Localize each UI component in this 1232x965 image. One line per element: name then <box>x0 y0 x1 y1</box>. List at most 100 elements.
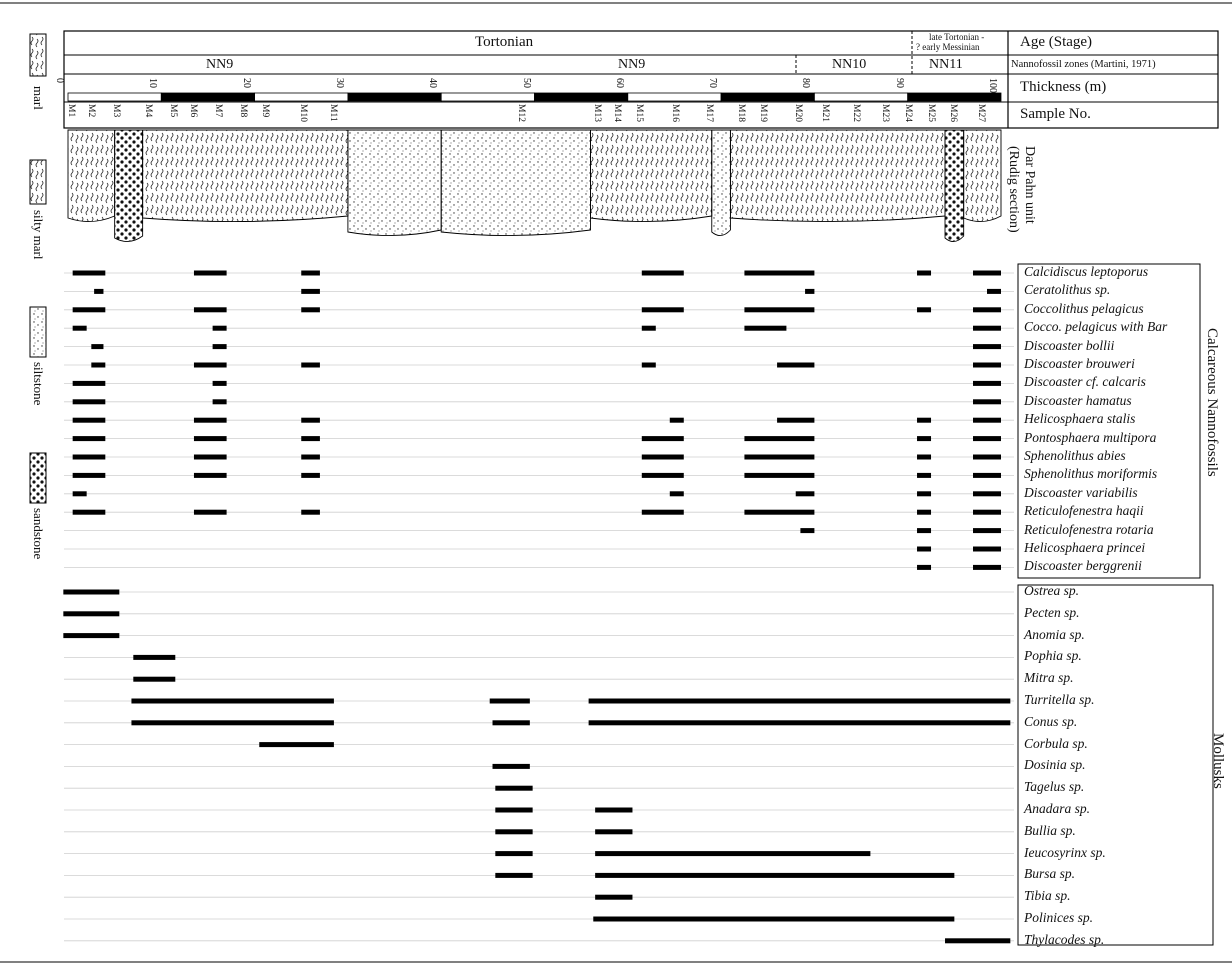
nanno-range-bar <box>212 325 227 331</box>
thickness-segment <box>440 92 535 102</box>
nanno-range-bar <box>805 288 815 294</box>
nanno-range-bar <box>744 436 815 442</box>
nanno-species-label: Discoaster cf. calcaris <box>1024 374 1146 390</box>
sample-label: M23 <box>880 104 890 122</box>
mollusk-species-label: Corbula sp. <box>1024 735 1088 751</box>
legend-label: siltstone <box>31 362 46 406</box>
sample-label: M18 <box>736 104 746 122</box>
lithology-bed-sandstone <box>114 129 144 242</box>
nanno-range-bar <box>72 417 106 423</box>
nanno-range-bar <box>917 270 932 276</box>
age-late-label2: ? early Messinian <box>916 42 980 52</box>
nanno-range-bar <box>641 270 684 276</box>
mollusk-species-label: Ostrea sp. <box>1024 583 1080 598</box>
mollusk-range-bar <box>595 872 955 878</box>
sample-label: M7 <box>213 104 223 118</box>
mollusk-species-label: Anadara sp. <box>1024 801 1091 816</box>
nanno-range-bar <box>987 288 1001 294</box>
nanno-range-bar <box>301 362 320 368</box>
header-table <box>63 30 1219 129</box>
nanno-range-bar <box>973 528 1001 534</box>
age-stage-label: Tortonian <box>475 34 534 50</box>
mollusk-range-bar <box>133 654 176 660</box>
lithology-bed-marl <box>729 129 946 222</box>
nanno-species-label: Reticulofenestra haqii <box>1024 503 1144 519</box>
nanno-range-bar <box>72 399 106 405</box>
thickness-scale-bar <box>67 92 1002 102</box>
col-zones-label: Nannofossil zones (Martini, 1971) <box>1011 59 1156 70</box>
thickness-segment <box>814 92 909 102</box>
thickness-segment <box>627 92 722 102</box>
nanno-range-bar <box>917 546 932 552</box>
nanno-range-bar <box>641 362 656 368</box>
legend-label: marl <box>31 86 46 110</box>
nanno-range-bar <box>973 307 1001 313</box>
nanno-range-bar <box>744 454 815 460</box>
lithology-bed-siltstone <box>711 129 731 236</box>
sample-label: M17 <box>704 104 714 122</box>
thickness-tick-label: 80 <box>800 78 812 88</box>
legend-swatch-sandstone <box>29 452 47 504</box>
nanno-range-bar <box>72 454 106 460</box>
thickness-segment <box>534 92 629 102</box>
mollusk-range-bar <box>595 829 633 835</box>
nanno-range-bar <box>917 491 932 497</box>
nanno-range-bar <box>744 325 787 331</box>
zone-nn9-a: NN9 <box>206 57 234 72</box>
nanno-range-bar <box>641 307 684 313</box>
nanno-range-bar <box>641 472 684 478</box>
lithology-bed-sandstone <box>944 129 965 242</box>
sample-label: M14 <box>612 104 622 122</box>
nanno-range-bar <box>973 509 1001 515</box>
nanno-species-label: Reticulofenestra rotaria <box>1024 521 1154 537</box>
sample-label: M10 <box>298 104 308 122</box>
nanno-group-label: Calcareous Nannofossils <box>1204 328 1220 477</box>
nanno-range-bar <box>193 417 227 423</box>
nanno-species-label: Discoaster hamatus <box>1024 392 1132 408</box>
nanno-range-bar <box>301 288 320 294</box>
col-sample-label: Sample No. <box>1020 106 1091 122</box>
nanno-species-label: Pontosphaera multipora <box>1024 429 1157 445</box>
nanno-range-bar <box>744 270 815 276</box>
nanno-range-bar <box>917 528 932 534</box>
nanno-range-bar <box>72 270 106 276</box>
nanno-range-bar <box>72 472 106 478</box>
nanno-range-bar <box>669 417 684 423</box>
lithology-bed-siltstone <box>347 129 442 236</box>
sample-label: M24 <box>903 104 913 122</box>
zone-nn10: NN10 <box>832 57 867 72</box>
nanno-species-label: Sphenolithus moriformis <box>1024 466 1158 482</box>
thickness-tick-label: 90 <box>893 78 905 88</box>
mollusk-range-bar <box>495 807 533 813</box>
nanno-range-bar <box>641 325 656 331</box>
nanno-species-label: Sphenolithus abies <box>1024 448 1126 463</box>
nanno-range-bar <box>72 307 106 313</box>
mollusk-range-bar <box>133 676 176 682</box>
nanno-range-bar <box>973 325 1001 331</box>
sample-label: M8 <box>238 104 248 118</box>
nanno-range-bar <box>72 325 87 331</box>
legend-swatch-siltstone <box>29 306 47 358</box>
thickness-tick-label: 10 <box>147 78 159 88</box>
mollusk-range-bar <box>489 698 530 704</box>
nanno-range-bar <box>91 362 106 368</box>
zone-nn9-b: NN9 <box>618 57 646 72</box>
unit-label-2: (Rudig section) <box>1006 146 1021 233</box>
nanno-range-bar <box>917 417 932 423</box>
mollusk-range-bar <box>595 807 633 813</box>
nanno-range-bar <box>973 270 1001 276</box>
nanno-range-bar <box>917 307 932 313</box>
col-age-label: Age (Stage) <box>1020 34 1093 50</box>
sample-label: M4 <box>143 104 153 118</box>
legend-label: sandstone <box>31 508 46 560</box>
sample-label: M15 <box>634 104 644 122</box>
nanno-species-label: Discoaster brouweri <box>1024 356 1135 371</box>
mollusk-range-bar <box>63 633 120 639</box>
nanno-range-bar <box>193 454 227 460</box>
thickness-tick-label: 30 <box>333 78 345 88</box>
thickness-tick-label: 40 <box>427 78 439 88</box>
nanno-range-bar <box>212 399 227 405</box>
nanno-range-bar <box>193 509 227 515</box>
sample-label: M11 <box>328 104 338 122</box>
